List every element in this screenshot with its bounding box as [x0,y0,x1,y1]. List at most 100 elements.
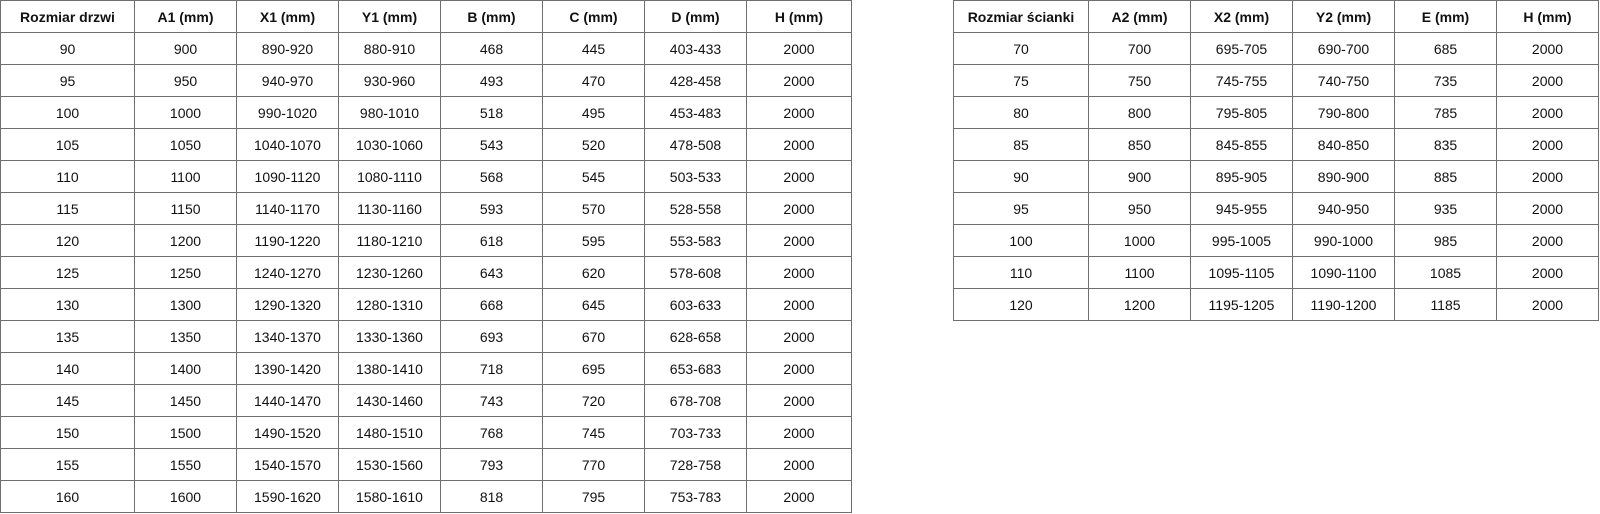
table-cell: 478-508 [644,128,747,161]
table-cell: 628-658 [644,320,747,353]
table-row: 110 1100 1095-1105 1090-1100 1085 2000 [953,256,1599,289]
table-cell: 1550 [134,448,237,481]
table-cell: 1050 [134,128,237,161]
table-row: 95 950 945-955 940-950 935 2000 [953,192,1599,225]
table-cell: 120 [0,224,135,257]
table-cell: 935 [1394,192,1497,225]
table-cell: 720 [542,384,645,417]
table-row: 115 1150 1140-1170 1130-1160 593 570 528-558 20… [0,192,852,225]
table-row: 75 750 745-755 740-750 735 2000 [953,64,1599,97]
table-cell: 95 [953,192,1089,225]
table-row: 150 1500 1490-1520 1480-1510 768 745 703-733 20… [0,416,852,449]
table-cell: 940-970 [236,64,339,97]
table-row: 120 1200 1195-1205 1190-1200 1185 2000 [953,288,1599,321]
table-cell: 753-783 [644,480,747,513]
table-cell: 990-1000 [1292,224,1395,257]
table-cell: 493 [440,64,543,97]
table-cell: 403-433 [644,32,747,65]
table-cell: 678-708 [644,384,747,417]
table-cell: 468 [440,32,543,65]
table-row: 100 1000 990-1020 980-1010 518 495 453-483 2000 [0,96,852,129]
table-cell: 105 [0,128,135,161]
table-cell: 553-583 [644,224,747,257]
table-cell: 453-483 [644,96,747,129]
column-header: D (mm) [644,0,747,33]
table-cell: 718 [440,352,543,385]
table-cell: 1195-1205 [1190,288,1293,321]
table-cell: 1450 [134,384,237,417]
table-cell: 543 [440,128,543,161]
table-cell: 593 [440,192,543,225]
table-cell: 750 [1088,64,1191,97]
table-cell: 1540-1570 [236,448,339,481]
table-row: 125 1250 1240-1270 1230-1260 643 620 578-608 20… [0,256,852,289]
table-cell: 1030-1060 [338,128,441,161]
table-cell: 90 [953,160,1089,193]
table-cell: 668 [440,288,543,321]
table-row: 160 1600 1590-1620 1580-1610 818 795 753-783 20… [0,480,852,513]
column-header: Y1 (mm) [338,0,441,33]
table-cell: 100 [953,224,1089,257]
table-row: 155 1550 1540-1570 1530-1560 793 770 728-758 20… [0,448,852,481]
table-cell: 950 [1088,192,1191,225]
table-cell: 1040-1070 [236,128,339,161]
column-header: H (mm) [746,0,852,33]
header-row: Rozmiar ścianki A2 (mm) X2 (mm) Y2 (mm) E (m… [953,0,1599,33]
table-cell: 1190-1220 [236,224,339,257]
table-cell: 1190-1200 [1292,288,1395,321]
table-cell: 950 [134,64,237,97]
table-cell: 428-458 [644,64,747,97]
table-cell: 520 [542,128,645,161]
table-cell: 2000 [746,96,852,129]
table-cell: 1240-1270 [236,256,339,289]
table-cell: 150 [0,416,135,449]
table-cell: 1250 [134,256,237,289]
table-cell: 900 [1088,160,1191,193]
table-cell: 75 [953,64,1089,97]
table-row: 90 900 890-920 880-910 468 445 403-433 2000 [0,32,852,65]
table-cell: 518 [440,96,543,129]
table-row: 130 1300 1290-1320 1280-1310 668 645 603-633 20… [0,288,852,321]
table-cell: 1090-1100 [1292,256,1395,289]
table-cell: 2000 [1496,96,1599,129]
table-cell: 785 [1394,96,1497,129]
table-cell: 1185 [1394,288,1497,321]
table-cell: 900 [134,32,237,65]
table-cell: 568 [440,160,543,193]
table-cell: 890-900 [1292,160,1395,193]
table-cell: 835 [1394,128,1497,161]
table-cell: 2000 [746,224,852,257]
table-cell: 643 [440,256,543,289]
table-cell: 890-920 [236,32,339,65]
table-cell: 2000 [746,64,852,97]
table-cell: 1390-1420 [236,352,339,385]
table-cell: 1340-1370 [236,320,339,353]
table-cell: 1085 [1394,256,1497,289]
table-cell: 155 [0,448,135,481]
table-cell: 1330-1360 [338,320,441,353]
table-cell: 653-683 [644,352,747,385]
table-cell: 140 [0,352,135,385]
door-size-table: Rozmiar drzwi A1 (mm) X1 (mm) Y1 (mm) B (mm)… [0,0,852,513]
table-cell: 795 [542,480,645,513]
table-cell: 940-950 [1292,192,1395,225]
table-cell: 1350 [134,320,237,353]
table-cell: 470 [542,64,645,97]
table-cell: 620 [542,256,645,289]
table-row: 95 950 940-970 930-960 493 470 428-458 2000 [0,64,852,97]
table-row: 120 1200 1190-1220 1180-1210 618 595 553-583 20… [0,224,852,257]
table-cell: 728-758 [644,448,747,481]
table-cell: 1150 [134,192,237,225]
table-cell: 1090-1120 [236,160,339,193]
header-row: Rozmiar drzwi A1 (mm) X1 (mm) Y1 (mm) B (mm)… [0,0,852,33]
table-cell: 545 [542,160,645,193]
column-header: Rozmiar ścianki [953,0,1089,33]
table-cell: 90 [0,32,135,65]
table-cell: 2000 [746,192,852,225]
table-cell: 1480-1510 [338,416,441,449]
table-cell: 1580-1610 [338,480,441,513]
table-cell: 2000 [746,288,852,321]
table-cell: 1490-1520 [236,416,339,449]
table-cell: 1180-1210 [338,224,441,257]
wall-size-table: Rozmiar ścianki A2 (mm) X2 (mm) Y2 (mm) E (m… [953,0,1599,321]
